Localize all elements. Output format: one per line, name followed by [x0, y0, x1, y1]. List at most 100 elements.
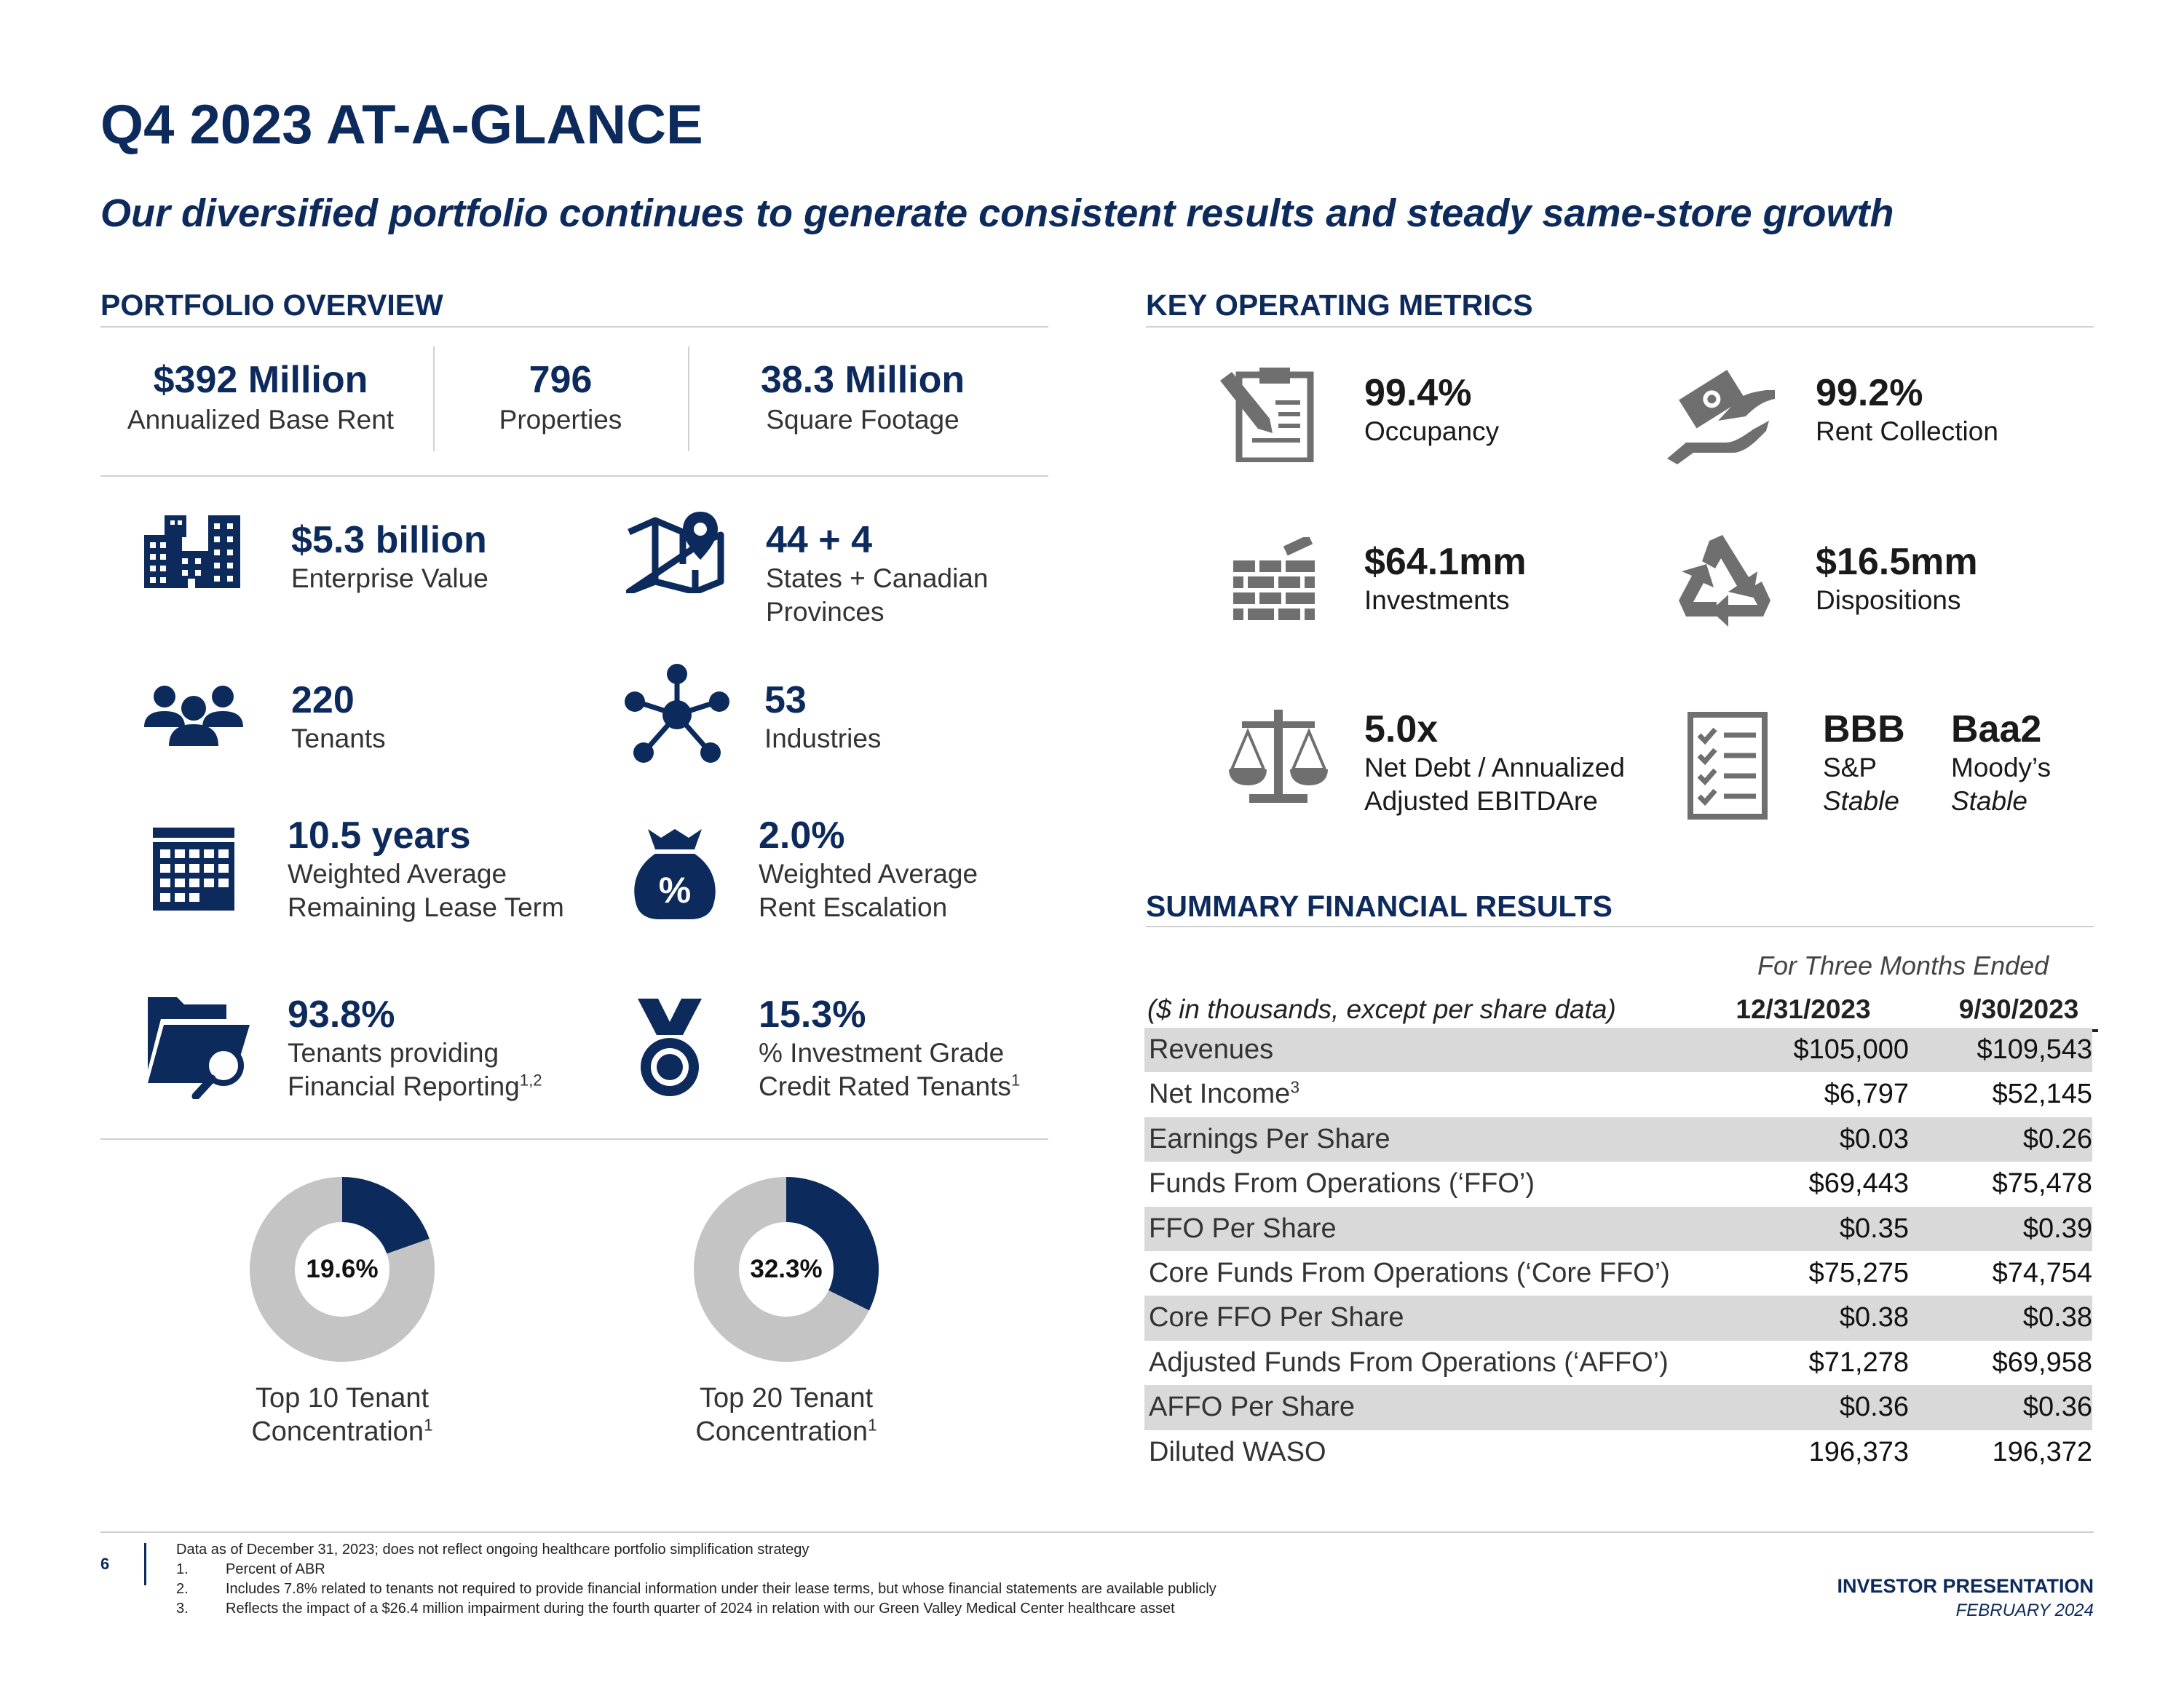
- clipboard-pencil-icon: [1217, 366, 1316, 462]
- row-value-q3: 196,372: [1992, 1436, 2092, 1467]
- donut-caption-line: Concentration1: [251, 1415, 433, 1447]
- stat-value: 220: [291, 679, 355, 721]
- row-value-q4: 196,373: [1808, 1436, 1909, 1467]
- folder-search-icon: [148, 997, 253, 1099]
- hand-money-icon: [1667, 370, 1776, 464]
- rating-outlook: Stable: [1951, 786, 2027, 816]
- column-header-q3: 9/30/2023: [1939, 994, 2098, 1032]
- row-label: Funds From Operations (‘FFO’): [1149, 1168, 1535, 1200]
- donut-caption: Top 10 Tenant Concentration1: [197, 1381, 488, 1448]
- stat-value: 2.0%: [759, 814, 845, 857]
- metric-value: $64.1mm: [1364, 541, 1527, 583]
- metric-label: Investments: [1364, 585, 1510, 615]
- stat-value: 53: [764, 679, 807, 721]
- divider: [100, 1531, 2094, 1533]
- footnote: 1. Percent of ABR: [176, 1561, 325, 1577]
- divider: [100, 326, 1048, 328]
- table-row: FFO Per Share $0.35 $0.39: [1144, 1206, 2092, 1251]
- stat-label: Weighted Average: [759, 859, 978, 889]
- stat-value: $5.3 billion: [291, 519, 487, 561]
- stat-value: 38.3 Million: [760, 359, 965, 401]
- stat-label: Rent Escalation: [759, 892, 948, 922]
- recycle-icon: [1676, 535, 1770, 627]
- row-value-q4: $0.03: [1839, 1123, 1909, 1154]
- checklist-icon: [1688, 712, 1768, 820]
- rating-value: BBB: [1823, 708, 1905, 750]
- divider: [1146, 926, 2094, 927]
- footnotes: Data as of December 31, 2023; does not r…: [176, 1540, 1216, 1619]
- period-header: For Three Months Ended: [1757, 951, 2049, 980]
- metric-rent-collection: 99.2% Rent Collection: [1816, 371, 1998, 448]
- bricks-icon: [1232, 537, 1318, 623]
- stat-label: Tenants providing: [288, 1038, 499, 1068]
- donut-segment-top10: [342, 1177, 430, 1254]
- row-label: Diluted WASO: [1149, 1436, 1326, 1467]
- row-value-q3: $0.39: [2022, 1213, 2092, 1244]
- stat-label: % Investment Grade: [759, 1038, 1005, 1068]
- row-label: AFFO Per Share: [1149, 1392, 1355, 1423]
- donut-top20: 32.3%: [694, 1177, 879, 1362]
- donut-caption: Top 20 Tenant Concentration1: [641, 1381, 932, 1448]
- stat-value: 10.5 years: [288, 814, 471, 857]
- rating-moodys: Baa2 Moody’s Stable: [1951, 707, 2051, 818]
- donut-caption-line: Concentration1: [695, 1415, 877, 1447]
- table-row: AFFO Per Share $0.36 $0.36: [1144, 1385, 2092, 1430]
- donut-top20-chart: [694, 1177, 879, 1362]
- table-row: Adjusted Funds From Operations (‘AFFO’) …: [1144, 1341, 2092, 1385]
- stat-label: Provinces: [766, 597, 885, 627]
- stat-tenants: 220 Tenants: [291, 678, 386, 756]
- donut-top10: 19.6%: [250, 1177, 435, 1362]
- row-value-q3: $74,754: [1992, 1257, 2092, 1288]
- svg-text:%: %: [659, 870, 691, 911]
- stat-lease-term: 10.5 years Weighted Average Remaining Le…: [288, 814, 564, 924]
- map-pin-icon: [626, 512, 724, 593]
- stat-annualized-base-rent: $392 Million Annualized Base Rent: [100, 358, 421, 437]
- stat-value: 15.3%: [759, 994, 866, 1036]
- table-row: Diluted WASO 196,373 196,372: [1144, 1430, 2092, 1475]
- row-value-q4: $0.35: [1839, 1213, 1909, 1244]
- metric-investments: $64.1mm Investments: [1364, 540, 1527, 617]
- stat-label: Properties: [499, 405, 622, 435]
- table-row: Core FFO Per Share $0.38 $0.38: [1144, 1296, 2092, 1341]
- financials-table: Revenues $105,000 $109,543 Net Income3 $…: [1144, 1028, 2092, 1475]
- stat-label: Credit Rated Tenants1: [759, 1071, 1021, 1101]
- column-header-q4: 12/31/2023: [1722, 994, 1884, 1032]
- donut-top10-chart: [250, 1177, 435, 1362]
- row-value-q4: $105,000: [1793, 1034, 1910, 1065]
- stat-label: Enterprise Value: [291, 563, 488, 593]
- unit-note: ($ in thousands, except per share data): [1147, 994, 1616, 1024]
- donut-caption-line: Top 20 Tenant: [699, 1383, 874, 1414]
- divider: [688, 346, 689, 451]
- portfolio-heading: PORTFOLIO OVERVIEW: [100, 288, 443, 322]
- stat-value: 796: [529, 359, 593, 401]
- footer-brand: INVESTOR PRESENTATION FEBRUARY 2024: [1837, 1575, 2094, 1621]
- page-number: 6: [100, 1555, 110, 1573]
- row-value-q3: $69,958: [1992, 1347, 2092, 1378]
- rating-sp: BBB S&P Stable: [1823, 707, 1905, 818]
- money-bag-percent-icon: %: [632, 829, 718, 919]
- metric-label: Dispositions: [1816, 585, 1961, 615]
- row-value-q3: $109,543: [1977, 1034, 2093, 1065]
- row-label: FFO Per Share: [1149, 1213, 1337, 1244]
- row-value-q4: $75,275: [1808, 1257, 1909, 1288]
- metric-label: Rent Collection: [1816, 416, 1998, 446]
- table-row: Revenues $105,000 $109,543: [1144, 1028, 2093, 1073]
- metric-dispositions: $16.5mm Dispositions: [1816, 540, 1978, 617]
- stat-value: 44 + 4: [766, 519, 873, 561]
- metric-value: 5.0x: [1364, 708, 1439, 750]
- row-label: Revenues: [1149, 1034, 1274, 1065]
- page-subtitle: Our diversified portfolio continues to g…: [100, 191, 1894, 235]
- stat-label: States + Canadian: [766, 563, 989, 593]
- table-row: Funds From Operations (‘FFO’) $69,443 $7…: [1144, 1162, 2092, 1206]
- row-value-q3: $52,145: [1992, 1079, 2092, 1110]
- people-icon: [143, 682, 245, 748]
- divider: [433, 346, 435, 451]
- rating-agency: Moody’s: [1951, 753, 2052, 782]
- scale-icon: [1227, 710, 1329, 804]
- stat-value: $392 Million: [153, 359, 368, 401]
- divider: [1146, 326, 2094, 328]
- row-label: Core FFO Per Share: [1149, 1302, 1404, 1333]
- metric-occupancy: 99.4% Occupancy: [1364, 371, 1499, 448]
- stat-label: Remaining Lease Term: [288, 892, 564, 922]
- table-row: Core Funds From Operations (‘Core FFO’) …: [1144, 1251, 2092, 1296]
